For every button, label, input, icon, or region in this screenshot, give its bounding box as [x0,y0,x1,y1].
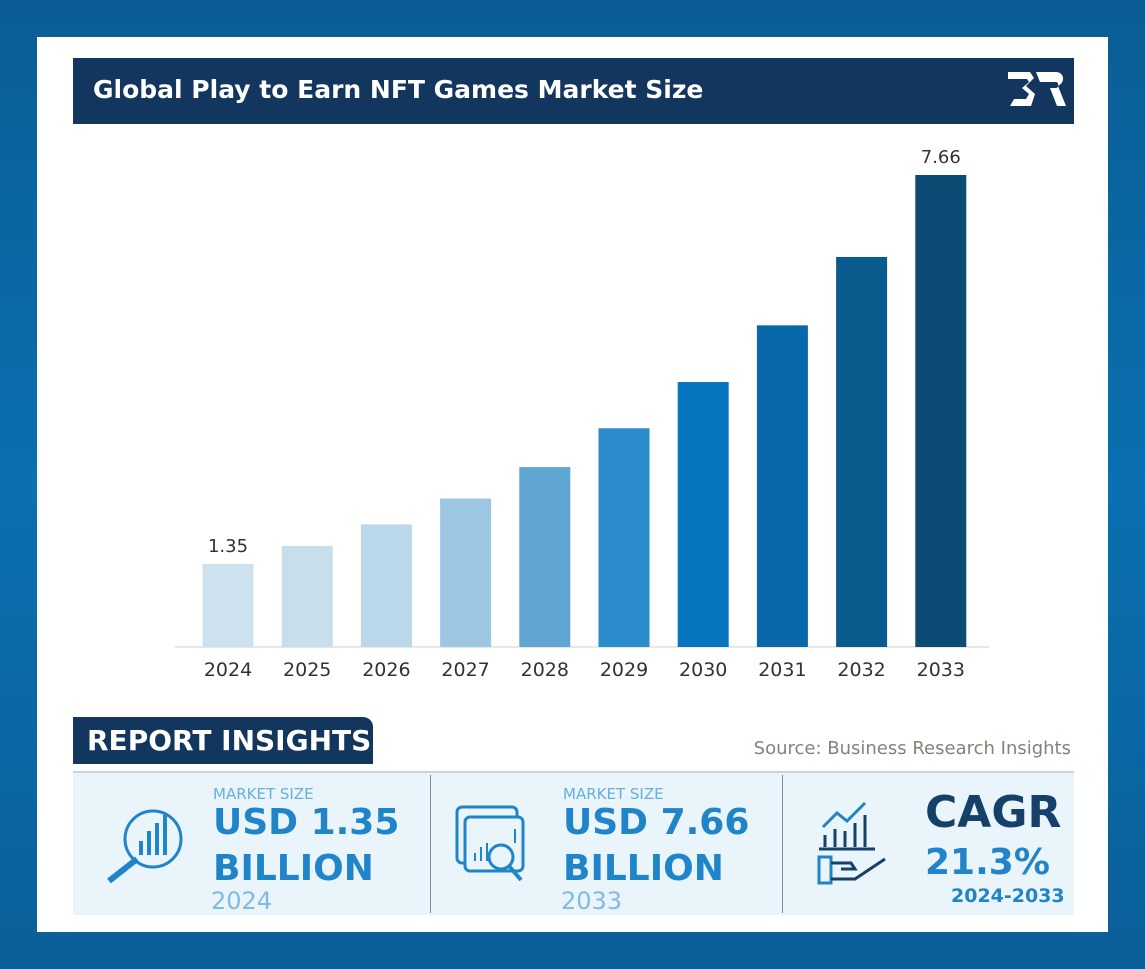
insight-card-2024: MARKET SIZE USD 1.35 BILLION 2024 [73,773,430,915]
card-unit: BILLION [213,848,374,889]
bar-2026 [360,524,412,647]
card-label: MARKET SIZE [563,785,664,803]
x-tick-label: 2027 [441,659,489,681]
card-unit: BILLION [563,848,724,889]
data-label: 7.66 [921,147,961,168]
x-tick-label: 2029 [600,659,648,681]
bar-2028 [519,467,571,647]
card-label: MARKET SIZE [213,785,314,803]
bar-2029 [598,428,650,647]
browser-analytics-icon [455,805,525,882]
card-year: 2033 [561,887,623,915]
bar-2031 [756,325,808,647]
data-label: 1.35 [208,536,248,557]
br-logo-icon [1008,72,1066,106]
x-tick-label: 2025 [283,659,331,681]
card-value: USD 1.35 [213,802,400,843]
x-tick-label: 2026 [362,659,410,681]
x-tick-label: 2031 [758,659,806,681]
x-tick-label: 2030 [679,659,727,681]
divider [430,775,431,913]
insights-strip: MARKET SIZE USD 1.35 BILLION 2024 MARKET… [73,771,1074,915]
magnifier-chart-icon [107,809,183,883]
card-year: 2024 [211,887,273,915]
bar-2033 [915,175,967,647]
source-note: Source: Business Research Insights [753,738,1071,759]
cagr-period: 2024-2033 [951,885,1065,907]
cagr-value: 21.3% [925,842,1050,883]
bar-2030 [677,382,729,647]
chart-title: Global Play to Earn NFT Games Market Siz… [93,75,704,104]
bar-2027 [440,498,492,647]
x-tick-label: 2033 [917,659,965,681]
card-value: USD 7.66 [563,802,750,843]
cagr-label: CAGR [925,787,1062,838]
divider [782,775,783,913]
bar-2024 [202,563,254,647]
bar-chart: 2024 1.35 2025 2026 2027 2028 2029 2030 2031 2032… [175,147,989,681]
title-banner: Global Play to Earn NFT Games Market Siz… [73,58,1074,124]
x-tick-label: 2032 [837,659,885,681]
x-tick-label: 2028 [521,659,569,681]
bar-2025 [281,545,333,647]
report-insights-heading: REPORT INSIGHTS [73,717,373,764]
x-tick-label: 2024 [204,659,252,681]
infographic-card: Global Play to Earn NFT Games Market Siz… [37,37,1108,932]
insight-card-2033: MARKET SIZE USD 7.66 BILLION 2033 [431,773,782,915]
hand-growth-chart-icon [817,801,886,885]
insight-card-cagr: CAGR 21.3% 2024-2033 [783,773,1074,915]
bar-2032 [836,256,888,647]
